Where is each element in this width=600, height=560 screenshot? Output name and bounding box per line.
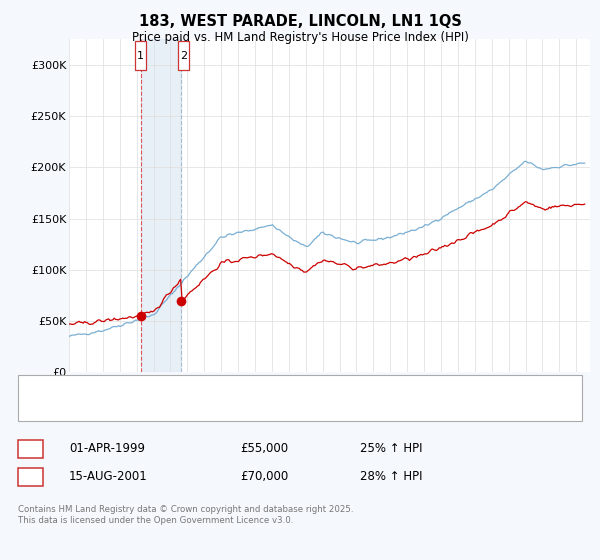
Text: 1: 1 xyxy=(27,442,34,455)
Text: 28% ↑ HPI: 28% ↑ HPI xyxy=(360,470,422,483)
Text: 01-APR-1999: 01-APR-1999 xyxy=(69,442,145,455)
Text: Contains HM Land Registry data © Crown copyright and database right 2025.
This d: Contains HM Land Registry data © Crown c… xyxy=(18,505,353,525)
Text: 183, WEST PARADE, LINCOLN, LN1 1QS (semi-detached house): 183, WEST PARADE, LINCOLN, LN1 1QS (semi… xyxy=(71,381,398,391)
Text: HPI: Average price, semi-detached house, Lincoln: HPI: Average price, semi-detached house,… xyxy=(71,402,329,412)
Text: £70,000: £70,000 xyxy=(240,470,288,483)
Text: 15-AUG-2001: 15-AUG-2001 xyxy=(69,470,148,483)
Text: 183, WEST PARADE, LINCOLN, LN1 1QS: 183, WEST PARADE, LINCOLN, LN1 1QS xyxy=(139,14,461,29)
Text: Price paid vs. HM Land Registry's House Price Index (HPI): Price paid vs. HM Land Registry's House … xyxy=(131,31,469,44)
Text: 2: 2 xyxy=(27,470,34,483)
Bar xyxy=(178,41,190,70)
Text: £55,000: £55,000 xyxy=(240,442,288,455)
Bar xyxy=(141,39,181,372)
Bar xyxy=(135,41,146,70)
Text: 1: 1 xyxy=(137,50,144,60)
Text: 25% ↑ HPI: 25% ↑ HPI xyxy=(360,442,422,455)
Text: 2: 2 xyxy=(181,50,187,60)
